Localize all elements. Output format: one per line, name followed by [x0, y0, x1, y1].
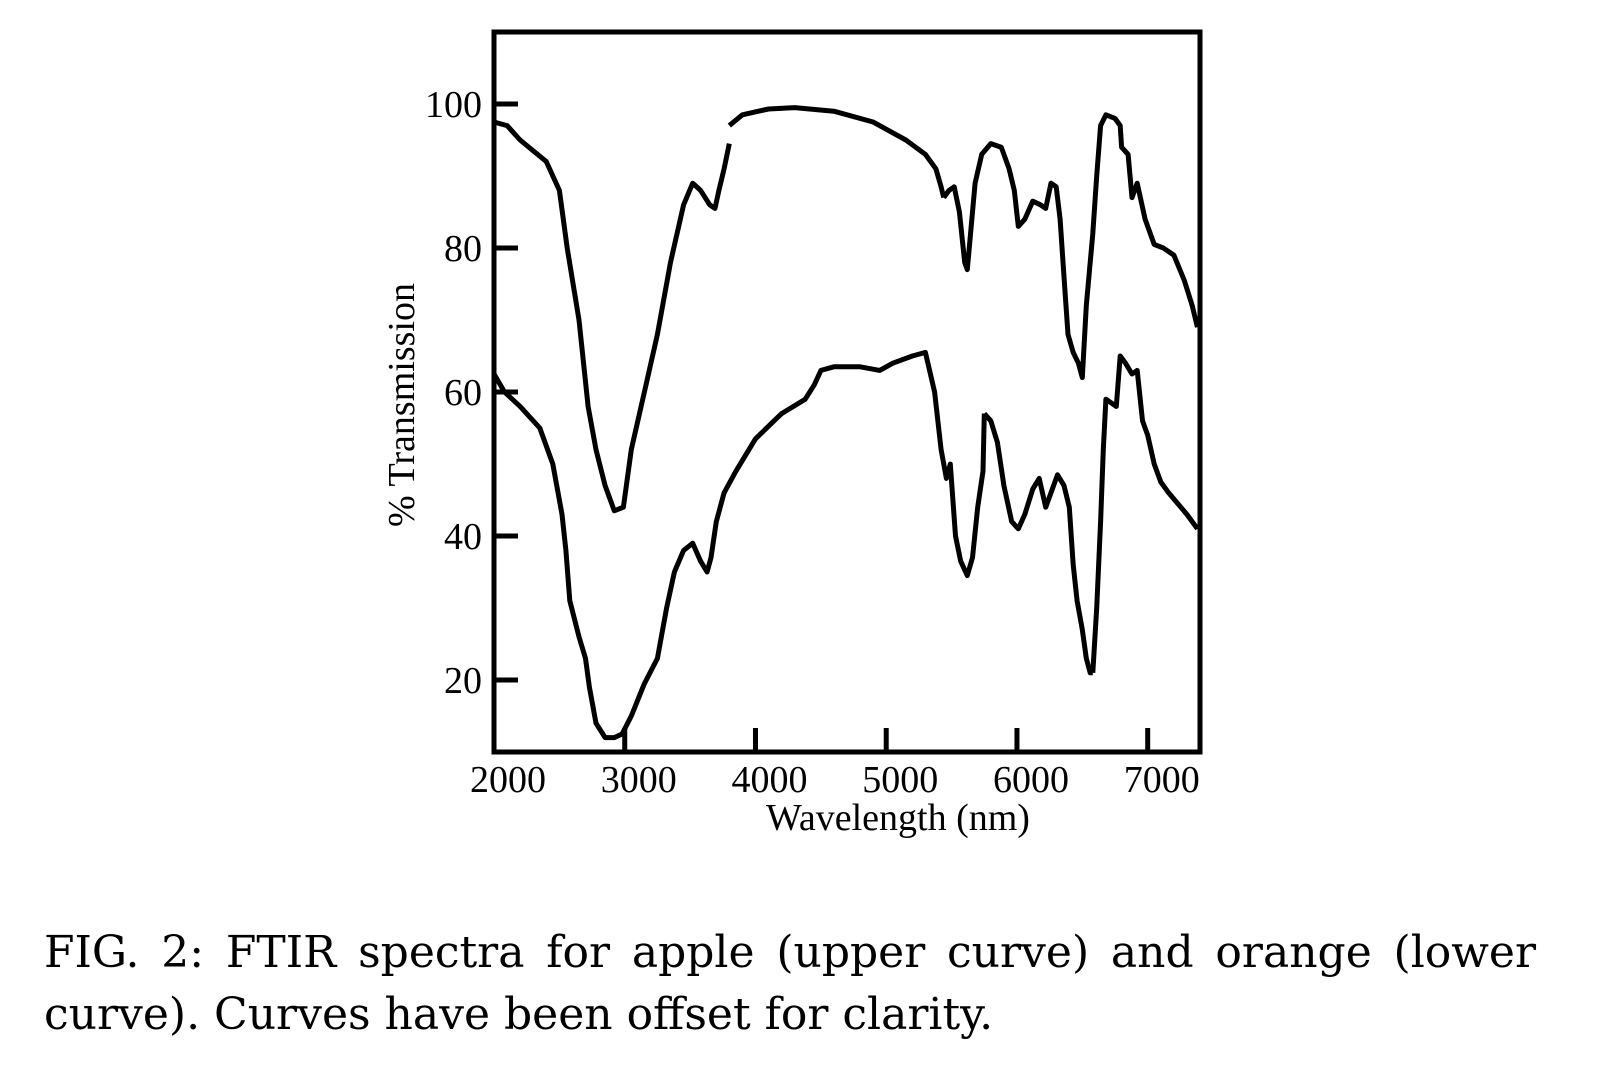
orange-curve-segment-2	[982, 411, 1093, 676]
y-tick-label-40: 40	[444, 516, 482, 558]
x-tick-label-2000: 2000	[470, 759, 546, 801]
x-tick-label-5000: 5000	[862, 759, 938, 801]
apple-curve-segment-1	[493, 119, 732, 514]
x-tick-label-7000: 7000	[1124, 759, 1200, 801]
orange-series	[491, 349, 1200, 741]
orange-curve-segment-1	[491, 349, 987, 741]
x-tick-label-3000: 3000	[601, 759, 677, 801]
y-tick-label-20: 20	[444, 660, 482, 702]
apple-curve-segment-3	[941, 112, 1200, 381]
y-axis-title: % Transmission	[381, 283, 423, 527]
x-tick-label-6000: 6000	[993, 759, 1069, 801]
orange-curve-segment-3	[1090, 353, 1200, 673]
y-tick-label-80: 80	[444, 228, 482, 270]
apple-curve-segment-2	[727, 105, 947, 199]
series-layer	[491, 105, 1200, 741]
y-tick-label-60: 60	[444, 372, 482, 414]
figure-caption: FIG. 2: FTIR spectra for apple (upper cu…	[44, 927, 1536, 1040]
x-tick-label-4000: 4000	[731, 759, 807, 801]
x-axis-title: Wavelength (nm)	[766, 797, 1030, 839]
apple-series	[493, 105, 1200, 514]
y-tick-label-100: 100	[425, 84, 482, 126]
ticks-layer: 2000 3000 4000 5000 6000 7000 20 40 60 80 100	[425, 84, 1200, 801]
